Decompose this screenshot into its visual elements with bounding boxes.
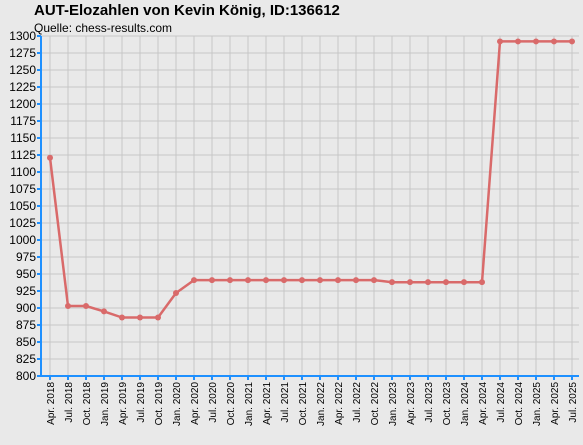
y-tick-labels: 800 825 850 875 900 925 950 975 1000 1025 1050 1075… <box>9 29 36 383</box>
data-point <box>209 277 215 284</box>
series-elo <box>47 38 575 321</box>
x-tick-label: Jul. 2020 <box>208 382 219 423</box>
data-point <box>569 38 575 45</box>
x-tick-label: Jul. 2023 <box>424 382 435 423</box>
x-tick-label: Oct. 2018 <box>82 382 93 426</box>
data-point <box>83 302 89 309</box>
data-point <box>353 277 359 284</box>
x-tick-label: Oct. 2021 <box>298 382 309 426</box>
y-tick-label: 1275 <box>9 46 36 60</box>
data-point <box>281 277 287 284</box>
y-tick-label: 1200 <box>9 97 36 111</box>
x-tick-label: Apr. 2022 <box>334 382 345 425</box>
x-tick-label: Apr. 2021 <box>262 382 273 425</box>
x-tick-label: Apr. 2020 <box>190 382 201 425</box>
data-point <box>497 38 503 45</box>
data-point <box>515 38 521 45</box>
data-point <box>299 277 305 284</box>
data-point <box>479 279 485 286</box>
x-tick-label: Jul. 2019 <box>136 382 147 423</box>
x-tick-label: Apr. 2018 <box>46 382 57 425</box>
y-tick-label: 1050 <box>9 199 36 213</box>
data-point <box>335 277 341 284</box>
data-point <box>371 277 377 284</box>
x-tick-label: Jan. 2019 <box>100 382 111 426</box>
y-tick-label: 900 <box>16 301 36 315</box>
data-point <box>389 279 395 286</box>
x-tick-label: Jul. 2025 <box>568 382 579 423</box>
x-tick-label: Apr. 2023 <box>406 382 417 425</box>
data-point <box>461 279 467 286</box>
x-tick-label: Jul. 2022 <box>352 382 363 423</box>
x-tick-label: Oct. 2023 <box>442 382 453 426</box>
data-point <box>155 314 161 321</box>
x-tick-label: Oct. 2022 <box>370 382 381 426</box>
y-tick-label: 1000 <box>9 233 36 247</box>
x-tick-label: Jul. 2024 <box>496 382 507 423</box>
data-point <box>227 277 233 284</box>
grid-lines <box>41 35 579 377</box>
x-tick-label: Jan. 2021 <box>244 382 255 426</box>
x-tick-label: Oct. 2019 <box>154 382 165 426</box>
x-tick-label: Jul. 2018 <box>64 382 75 423</box>
x-tick-label: Jul. 2021 <box>280 382 291 423</box>
data-point <box>47 154 53 161</box>
y-tick-label: 1250 <box>9 63 36 77</box>
axes <box>37 35 579 380</box>
data-point <box>263 277 269 284</box>
data-point <box>191 277 197 284</box>
y-tick-label: 925 <box>16 284 36 298</box>
x-tick-label: Jan. 2025 <box>532 382 543 426</box>
x-tick-label: Apr. 2019 <box>118 382 129 425</box>
y-tick-label: 1225 <box>9 80 36 94</box>
y-tick-label: 950 <box>16 267 36 281</box>
data-point <box>137 314 143 321</box>
y-tick-label: 1025 <box>9 216 36 230</box>
y-tick-label: 825 <box>16 352 36 366</box>
y-tick-label: 1175 <box>10 114 36 128</box>
data-point <box>425 279 431 286</box>
data-point <box>407 279 413 286</box>
data-point <box>317 277 323 284</box>
x-tick-label: Oct. 2020 <box>226 382 237 426</box>
x-tick-label: Apr. 2025 <box>550 382 561 425</box>
data-point <box>173 290 179 297</box>
data-point <box>245 277 251 284</box>
x-tick-label: Apr. 2024 <box>478 382 489 425</box>
x-tick-label: Jan. 2022 <box>316 382 327 426</box>
chart-subtitle: Quelle: chess-results.com <box>34 21 173 35</box>
x-tick-label: Jan. 2020 <box>172 382 183 426</box>
x-tick-label: Jan. 2023 <box>388 382 399 426</box>
y-tick-label: 1100 <box>10 165 36 179</box>
y-tick-label: 975 <box>16 250 36 264</box>
y-tick-label: 850 <box>16 335 36 349</box>
series-line <box>48 40 572 319</box>
chart-title: AUT-Elozahlen von Kevin König, ID:136612 <box>34 2 340 19</box>
data-point <box>119 314 125 321</box>
data-point <box>101 308 107 315</box>
data-point <box>65 302 71 309</box>
y-tick-label: 1150 <box>10 131 36 145</box>
x-tick-label: Oct. 2024 <box>514 382 525 426</box>
y-tick-label: 1125 <box>10 148 36 162</box>
data-point <box>551 38 557 45</box>
data-point <box>443 279 449 286</box>
y-tick-label: 1300 <box>9 29 36 43</box>
x-tick-label: Jan. 2024 <box>460 382 471 426</box>
y-tick-label: 1075 <box>9 182 36 196</box>
y-tick-label: 875 <box>16 318 36 332</box>
data-point <box>533 38 539 45</box>
y-tick-label: 800 <box>16 369 36 383</box>
x-tick-labels: Apr. 2018 Jul. 2018 Oct. 2018 Jan. 2019 Apr.… <box>46 382 579 426</box>
